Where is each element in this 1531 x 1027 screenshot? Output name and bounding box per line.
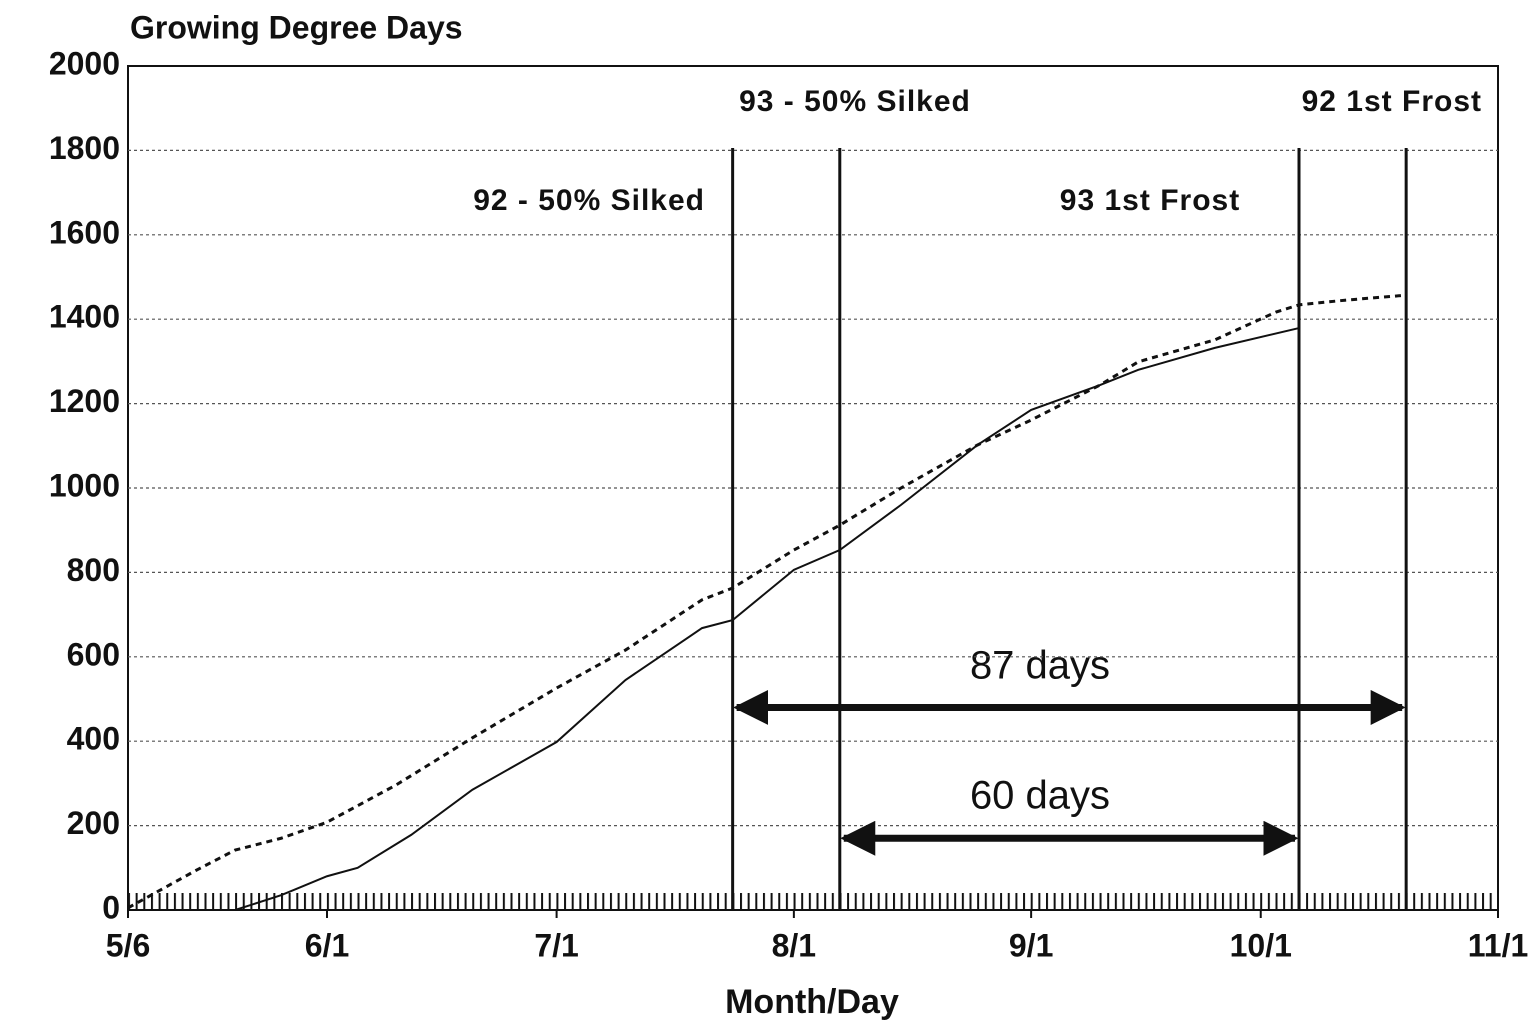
span-label: 60 days xyxy=(970,774,1110,818)
y-tick-label: 1800 xyxy=(49,130,120,166)
y-tick-label: 600 xyxy=(67,636,120,672)
x-tick-label: 6/1 xyxy=(305,927,349,963)
x-tick-label: 5/6 xyxy=(106,927,150,963)
y-tick-label: 2000 xyxy=(49,45,120,81)
y-tick-label: 800 xyxy=(67,552,120,588)
event-label: 93 1st Frost xyxy=(1060,184,1240,217)
series-line xyxy=(234,327,1300,911)
event-label: 92 - 50% Silked xyxy=(473,184,705,217)
x-tick-label: 10/1 xyxy=(1230,927,1292,963)
y-tick-label: 1000 xyxy=(49,467,120,503)
event-label: 92 1st Frost xyxy=(1302,85,1482,118)
y-tick-label: 400 xyxy=(67,721,120,757)
x-tick-label: 7/1 xyxy=(534,927,578,963)
y-tick-label: 1600 xyxy=(49,214,120,250)
x-axis-label: Month/Day xyxy=(725,983,899,1021)
event-label: 93 - 50% Silked xyxy=(739,85,971,118)
y-tick-label: 0 xyxy=(102,889,120,925)
x-tick-label: 9/1 xyxy=(1009,927,1053,963)
y-tick-label: 1200 xyxy=(49,383,120,419)
span-label: 87 days xyxy=(970,644,1110,688)
series-line xyxy=(127,293,1407,910)
x-tick-label: 8/1 xyxy=(772,927,816,963)
y-tick-label: 200 xyxy=(67,805,120,841)
y-axis-label: Growing Degree Days xyxy=(130,9,463,45)
y-tick-label: 1400 xyxy=(49,299,120,335)
day-ticks xyxy=(128,893,1498,910)
x-tick-label: 11/1 xyxy=(1468,927,1529,963)
